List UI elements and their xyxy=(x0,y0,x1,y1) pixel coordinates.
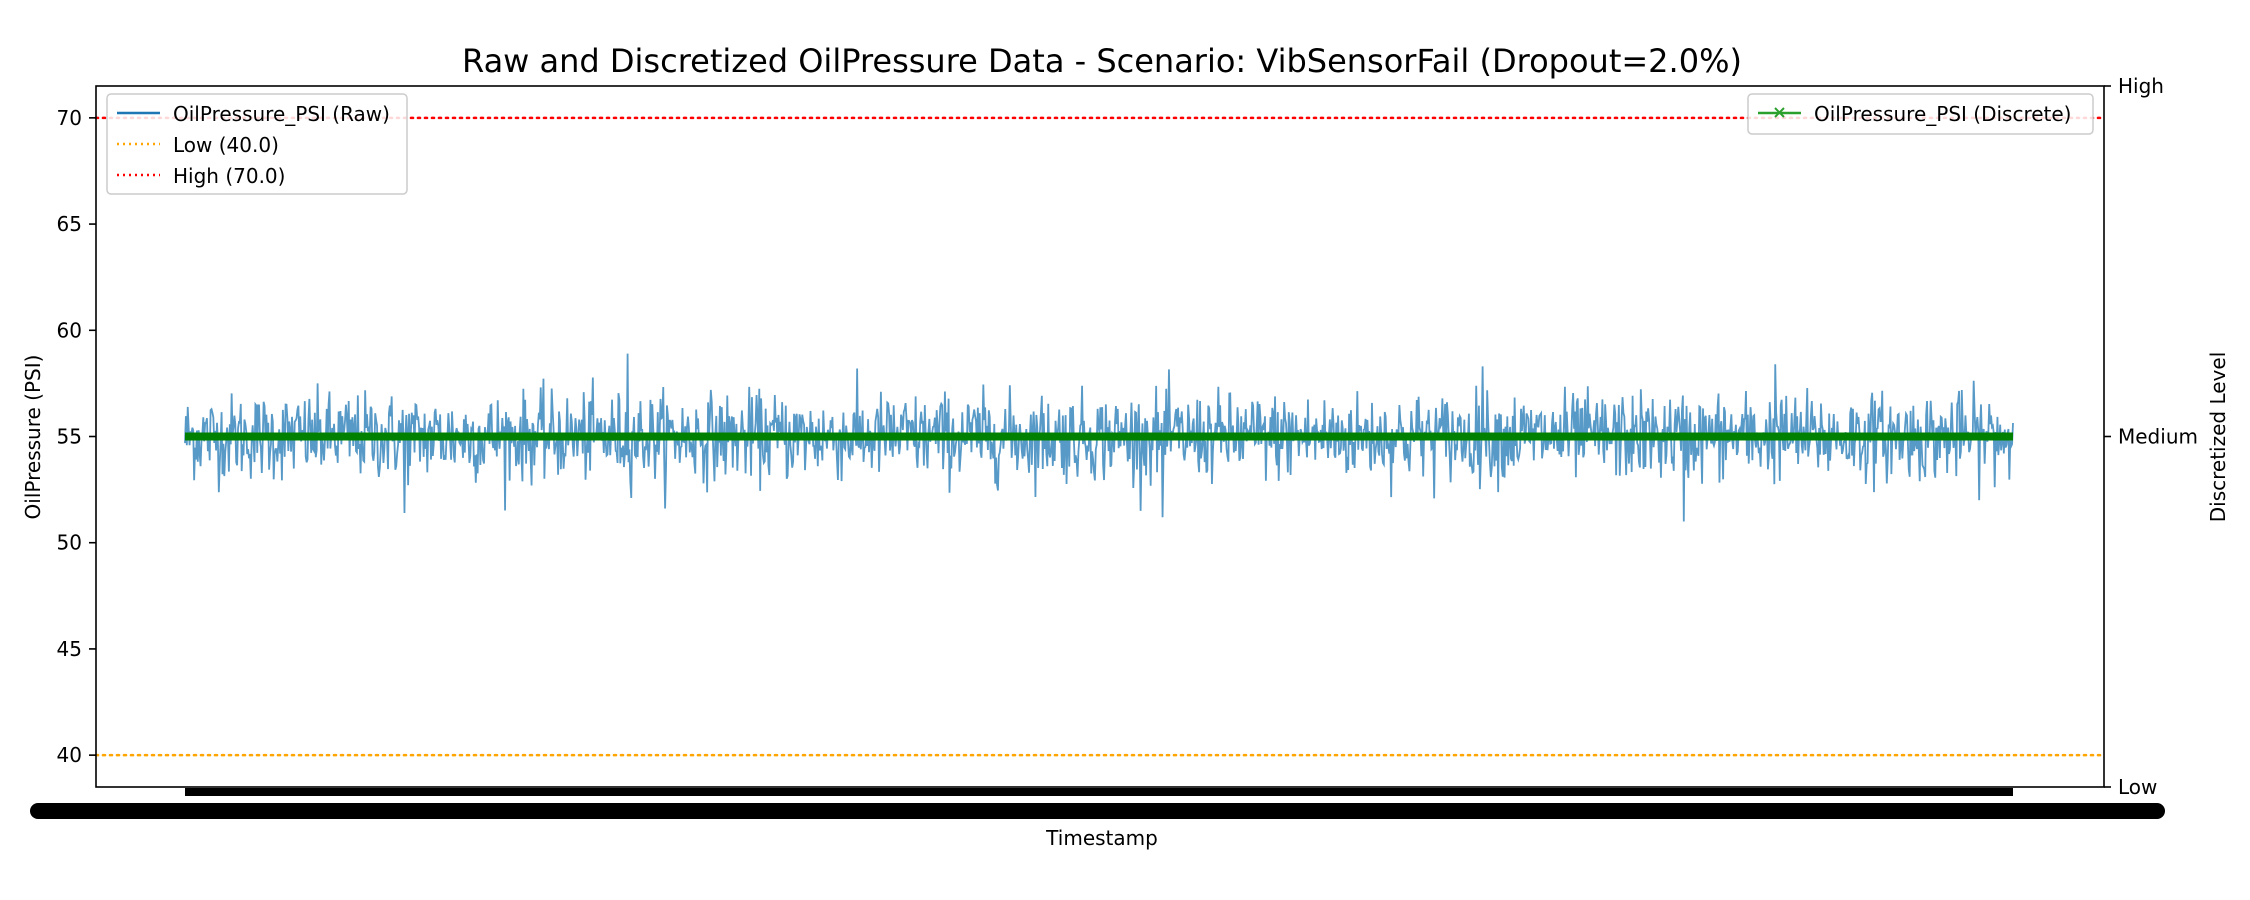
legend-right: OilPressure_PSI (Discrete) xyxy=(1747,93,2094,135)
legend-right-frame xyxy=(1747,93,2094,135)
legend-low-label: Low (40.0) xyxy=(173,133,279,157)
legend-left: OilPressure_PSI (Raw) Low (40.0) High (7… xyxy=(106,93,408,195)
axes: 40 45 50 55 60 65 70 Low Medium High xyxy=(57,74,2198,799)
legend-discrete-label: OilPressure_PSI (Discrete) xyxy=(1814,102,2071,126)
y-axis-label: OilPressure (PSI) xyxy=(21,355,45,520)
x-tick-labels xyxy=(30,788,2165,819)
legend-discrete-marker xyxy=(1774,107,1785,118)
y-tick-label: 55 xyxy=(57,425,82,449)
y-tick-label: 40 xyxy=(57,743,82,767)
y-tick-label: 70 xyxy=(57,106,82,130)
x-tick-marks-band xyxy=(185,788,2013,796)
y-tick-label: 45 xyxy=(57,637,82,661)
y2-axis-label: Discretized Level xyxy=(2206,352,2230,523)
y-tick-label: 65 xyxy=(57,212,82,236)
x-axis-label: Timestamp xyxy=(1045,826,1158,850)
discrete-series-markers xyxy=(185,432,2013,441)
discrete-series-layer xyxy=(185,432,2013,441)
legend-left-frame xyxy=(106,93,408,195)
x-tick-labels-band xyxy=(30,803,2165,819)
y-tick-label: 60 xyxy=(57,318,82,342)
legend-high-label: High (70.0) xyxy=(173,164,285,188)
y2-tick-label: Low xyxy=(2118,775,2157,799)
legend-raw-label: OilPressure_PSI (Raw) xyxy=(173,102,390,126)
y2-tick-label: Medium xyxy=(2118,425,2198,449)
y2-tick-label: High xyxy=(2118,74,2164,98)
chart-title: Raw and Discretized OilPressure Data - S… xyxy=(462,42,1742,80)
y-tick-label: 50 xyxy=(57,531,82,555)
